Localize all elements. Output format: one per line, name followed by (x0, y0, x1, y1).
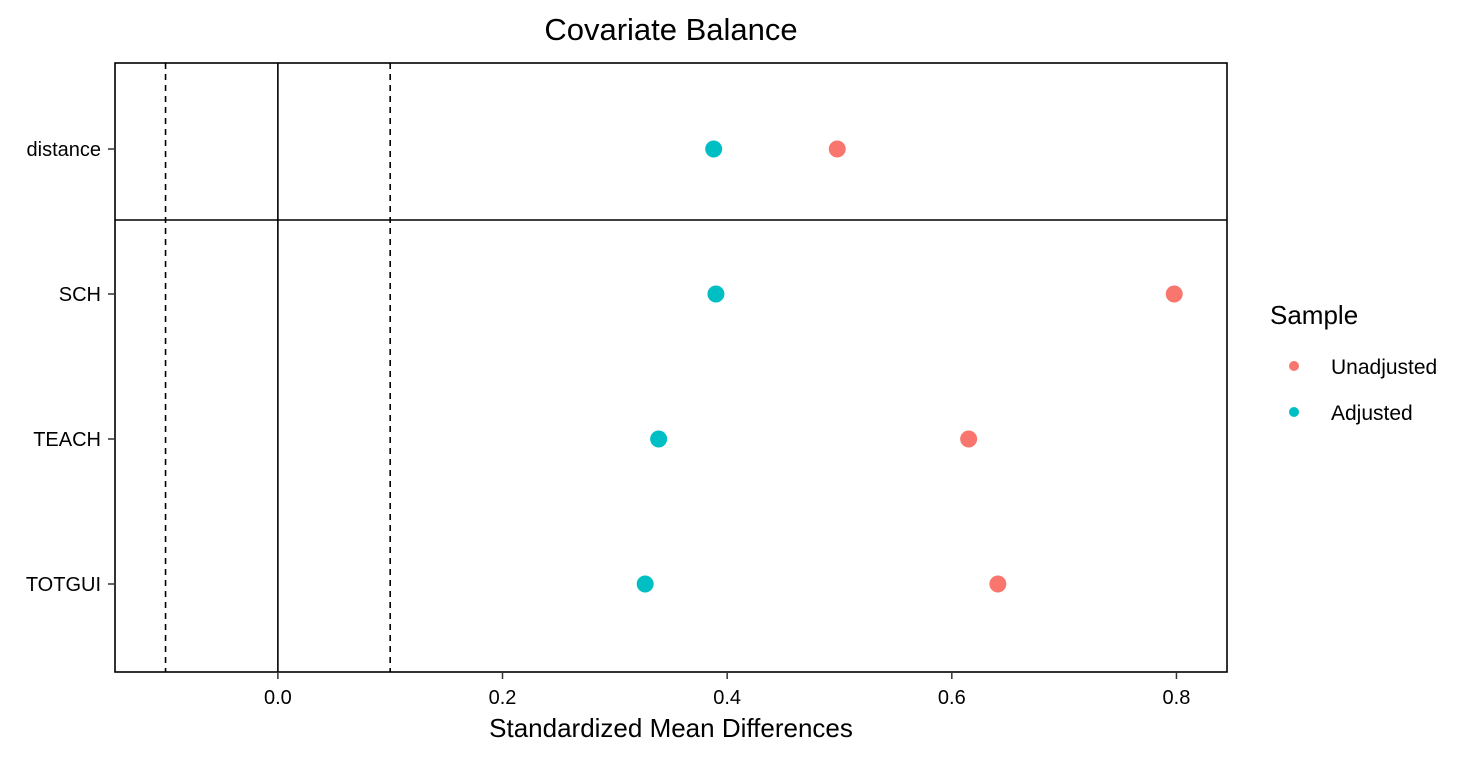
point-unadjusted-teach (960, 430, 978, 448)
point-adjusted-sch (707, 285, 725, 303)
y-tick-label: TEACH (33, 429, 101, 451)
point-unadjusted-distance (828, 140, 846, 158)
y-tick-label: TOTGUI (26, 574, 101, 596)
reference-lines (164, 63, 391, 672)
legend: Sample Unadjusted Adjusted (1270, 300, 1437, 425)
point-adjusted-distance (705, 140, 723, 158)
legend-title: Sample (1270, 300, 1358, 330)
point-unadjusted-totgui (989, 575, 1007, 593)
legend-label-adjusted: Adjusted (1331, 402, 1413, 425)
point-unadjusted-sch (1165, 285, 1183, 303)
x-axis-title: Standardized Mean Differences (489, 713, 853, 743)
data-points (636, 140, 1183, 593)
legend-key-unadjusted (1289, 361, 1299, 371)
x-tick-label: 0.8 (1163, 687, 1191, 709)
legend-items: Unadjusted Adjusted (1289, 356, 1437, 425)
legend-key-adjusted (1289, 407, 1299, 417)
point-adjusted-totgui (636, 575, 654, 593)
x-tick-label: 0.4 (713, 687, 741, 709)
plot-panel (114, 62, 1228, 673)
legend-label-unadjusted: Unadjusted (1331, 356, 1437, 379)
y-axis: distance SCH TEACH TOTGUI (26, 139, 115, 596)
x-tick-label: 0.2 (489, 687, 517, 709)
y-tick-label: distance (27, 139, 102, 161)
y-tick-label: SCH (59, 284, 101, 306)
point-adjusted-teach (650, 430, 668, 448)
x-axis: 0.0 0.2 0.4 0.6 0.8 (264, 672, 1190, 709)
x-tick-label: 0.0 (264, 687, 292, 709)
chart-title: Covariate Balance (544, 12, 797, 47)
x-tick-label: 0.6 (938, 687, 966, 709)
